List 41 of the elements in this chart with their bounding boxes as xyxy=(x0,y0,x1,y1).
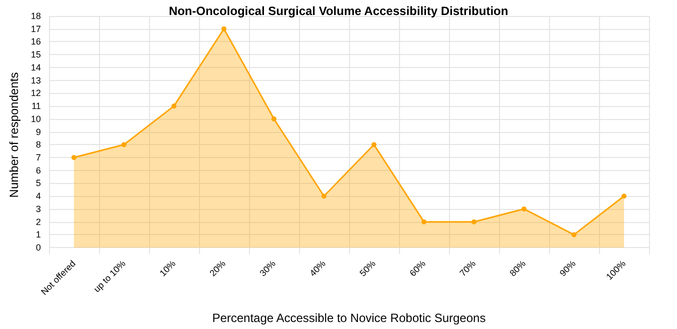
y-tick-label: 13 xyxy=(30,75,41,86)
point xyxy=(471,219,476,224)
y-tick-label: 18 xyxy=(30,11,41,21)
y-tick-label: 2 xyxy=(36,216,41,227)
x-tick-label: 80% xyxy=(508,258,528,278)
point xyxy=(71,155,76,160)
x-tick-label: 40% xyxy=(308,258,328,278)
y-tick-label: 3 xyxy=(36,204,41,214)
point xyxy=(171,104,176,109)
y-tick-label: 15 xyxy=(30,50,41,60)
point xyxy=(271,116,276,122)
y-tick-label: 0 xyxy=(36,242,41,253)
x-axis-title: Percentage Accessible to Novice Robotic Surgeons xyxy=(212,311,486,325)
point xyxy=(221,26,226,32)
point xyxy=(371,142,376,148)
y-tick-label: 12 xyxy=(30,88,41,98)
point xyxy=(321,194,326,199)
y-tick-label: 6 xyxy=(36,165,41,176)
y-tick-label: 16 xyxy=(30,36,41,47)
y-tick-label: 1 xyxy=(36,230,41,240)
y-tick-label: 10 xyxy=(30,114,41,124)
y-tick-label: 11 xyxy=(32,101,41,112)
y-axis-title: Number of respondents xyxy=(7,72,21,198)
y-tick-label: 9 xyxy=(36,126,41,137)
x-tick-label: 90% xyxy=(558,258,578,278)
x-tick-label: 60% xyxy=(408,258,428,278)
y-tick-label: 14 xyxy=(30,62,41,72)
y-tick-label: 7 xyxy=(36,152,41,163)
x-tick-label: 70% xyxy=(458,258,478,278)
y-tick-label: 5 xyxy=(36,178,41,188)
y-tick-label: 17 xyxy=(30,24,41,34)
y-tick-label: 4 xyxy=(36,191,41,202)
point xyxy=(622,194,626,199)
x-tick-label: 50% xyxy=(358,258,378,278)
point xyxy=(421,219,426,224)
chart-title: Non-Oncological Surgical Volume Accessibility Distribution xyxy=(168,4,508,18)
point xyxy=(521,206,526,212)
point xyxy=(571,232,576,238)
x-tick-label: 30% xyxy=(258,258,278,278)
y-tick-label: 8 xyxy=(36,140,41,150)
point xyxy=(121,142,126,148)
